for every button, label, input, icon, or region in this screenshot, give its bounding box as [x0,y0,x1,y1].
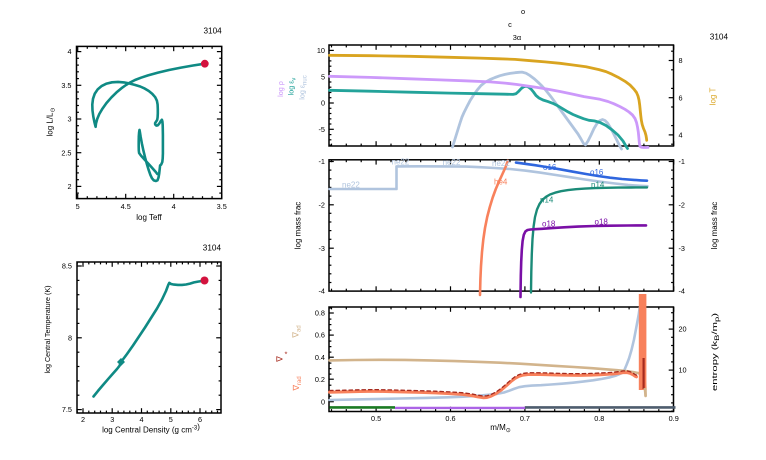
svg-text:0.2: 0.2 [315,375,325,384]
svg-text:5: 5 [76,202,80,211]
svg-text:4: 4 [679,131,683,140]
svg-text:3104: 3104 [203,27,222,36]
svg-text:log ρ: log ρ [276,81,285,97]
svg-text:4.5: 4.5 [121,202,131,211]
svg-text:4: 4 [172,202,176,211]
svg-text:20: 20 [679,325,687,334]
svg-text:-2: -2 [319,200,326,209]
svg-text:10: 10 [679,366,687,375]
svg-text:-4: -4 [319,287,326,296]
svg-text:c: c [508,20,512,29]
svg-text:0.6: 0.6 [315,331,325,340]
svg-text:log T: log T [709,88,718,106]
svg-text:2: 2 [81,415,85,424]
svg-text:he4: he4 [494,178,508,187]
svg-text:5: 5 [169,415,173,424]
svg-text:8.5: 8.5 [62,262,72,271]
svg-text:2.5: 2.5 [61,148,71,157]
svg-text:o: o [521,7,525,16]
svg-text:∇: ∇ [275,355,285,363]
svg-text:3104: 3104 [710,33,729,42]
svg-text:3α: 3α [513,33,522,42]
svg-text:log Central Temperature (K): log Central Temperature (K) [43,286,52,374]
svg-text:0.5: 0.5 [371,414,381,423]
svg-text:-3: -3 [319,244,326,253]
svg-text:0: 0 [321,99,325,108]
svg-text:log εnuc: log εnuc [298,75,309,99]
svg-text:0: 0 [321,397,325,406]
svg-text:log L/L⊙: log L/L⊙ [46,107,57,136]
svg-text:m/M⊙: m/M⊙ [490,423,511,434]
svg-text:n14: n14 [540,196,554,205]
svg-text:4: 4 [67,47,71,56]
svg-text:log Central Density (g cm-3): log Central Density (g cm-3) [102,423,200,435]
svg-text:8: 8 [679,56,683,65]
svg-text:log mass frac: log mass frac [710,202,719,250]
svg-text:log εν: log εν [287,78,298,96]
svg-text:ne22: ne22 [443,158,461,167]
svg-text:-3: -3 [679,244,686,253]
svg-text:o16: o16 [543,163,557,172]
svg-text:log mass frac: log mass frac [294,202,303,250]
svg-text:n14: n14 [591,180,605,189]
svg-text:0.9: 0.9 [669,414,679,423]
svg-text:3.5: 3.5 [61,81,71,90]
svg-text:-4: -4 [679,287,686,296]
svg-text:o18: o18 [542,220,556,229]
svg-text:entropy (kB/mp): entropy (kB/mp) [710,313,721,391]
svg-text:-1: -1 [679,157,686,166]
svg-text:0.8: 0.8 [594,414,604,423]
svg-text:3.5: 3.5 [217,202,227,211]
svg-text:4: 4 [139,415,143,424]
svg-text:3: 3 [67,115,71,124]
svg-text:8: 8 [68,333,72,342]
svg-text:o18: o18 [595,218,609,227]
svg-text:log Teff: log Teff [136,213,162,222]
svg-text:6: 6 [198,415,202,424]
svg-text:ne22: ne22 [342,181,360,190]
svg-text:0.7: 0.7 [520,414,530,423]
svg-text:3: 3 [110,415,114,424]
svg-text:3104: 3104 [203,244,222,253]
svg-text:7.5: 7.5 [62,405,72,414]
svg-text:0.6: 0.6 [445,414,455,423]
svg-text:10: 10 [317,46,325,55]
svg-text:6: 6 [679,93,683,102]
svg-text:0.4: 0.4 [315,353,325,362]
svg-text:*: * [285,350,288,359]
svg-text:0.8: 0.8 [315,309,325,318]
svg-text:o16: o16 [590,168,604,177]
svg-text:ne22: ne22 [392,158,410,167]
svg-text:-2: -2 [679,200,686,209]
svg-text:ne22: ne22 [492,159,510,168]
svg-text:-1: -1 [319,157,326,166]
svg-text:2: 2 [67,182,71,191]
svg-text:-5: -5 [319,125,326,134]
svg-text:5: 5 [321,72,325,81]
